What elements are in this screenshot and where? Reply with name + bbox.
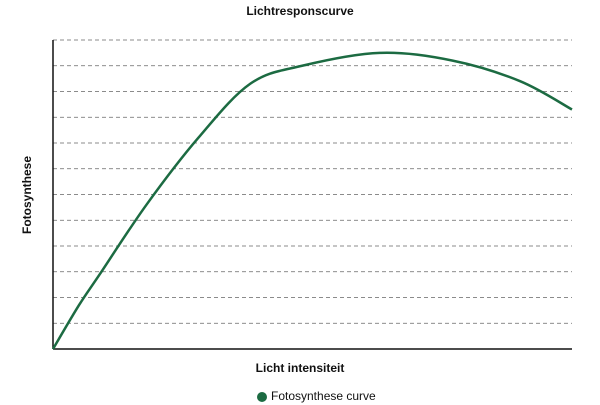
legend-label: Fotosynthese curve — [271, 389, 376, 403]
chart-title: Lichtresponscurve — [246, 4, 354, 18]
x-axis-label: Licht intensiteit — [256, 361, 345, 375]
y-axis-label: Fotosynthese — [20, 156, 34, 234]
legend-marker — [257, 392, 267, 402]
line — [51, 51, 573, 350]
